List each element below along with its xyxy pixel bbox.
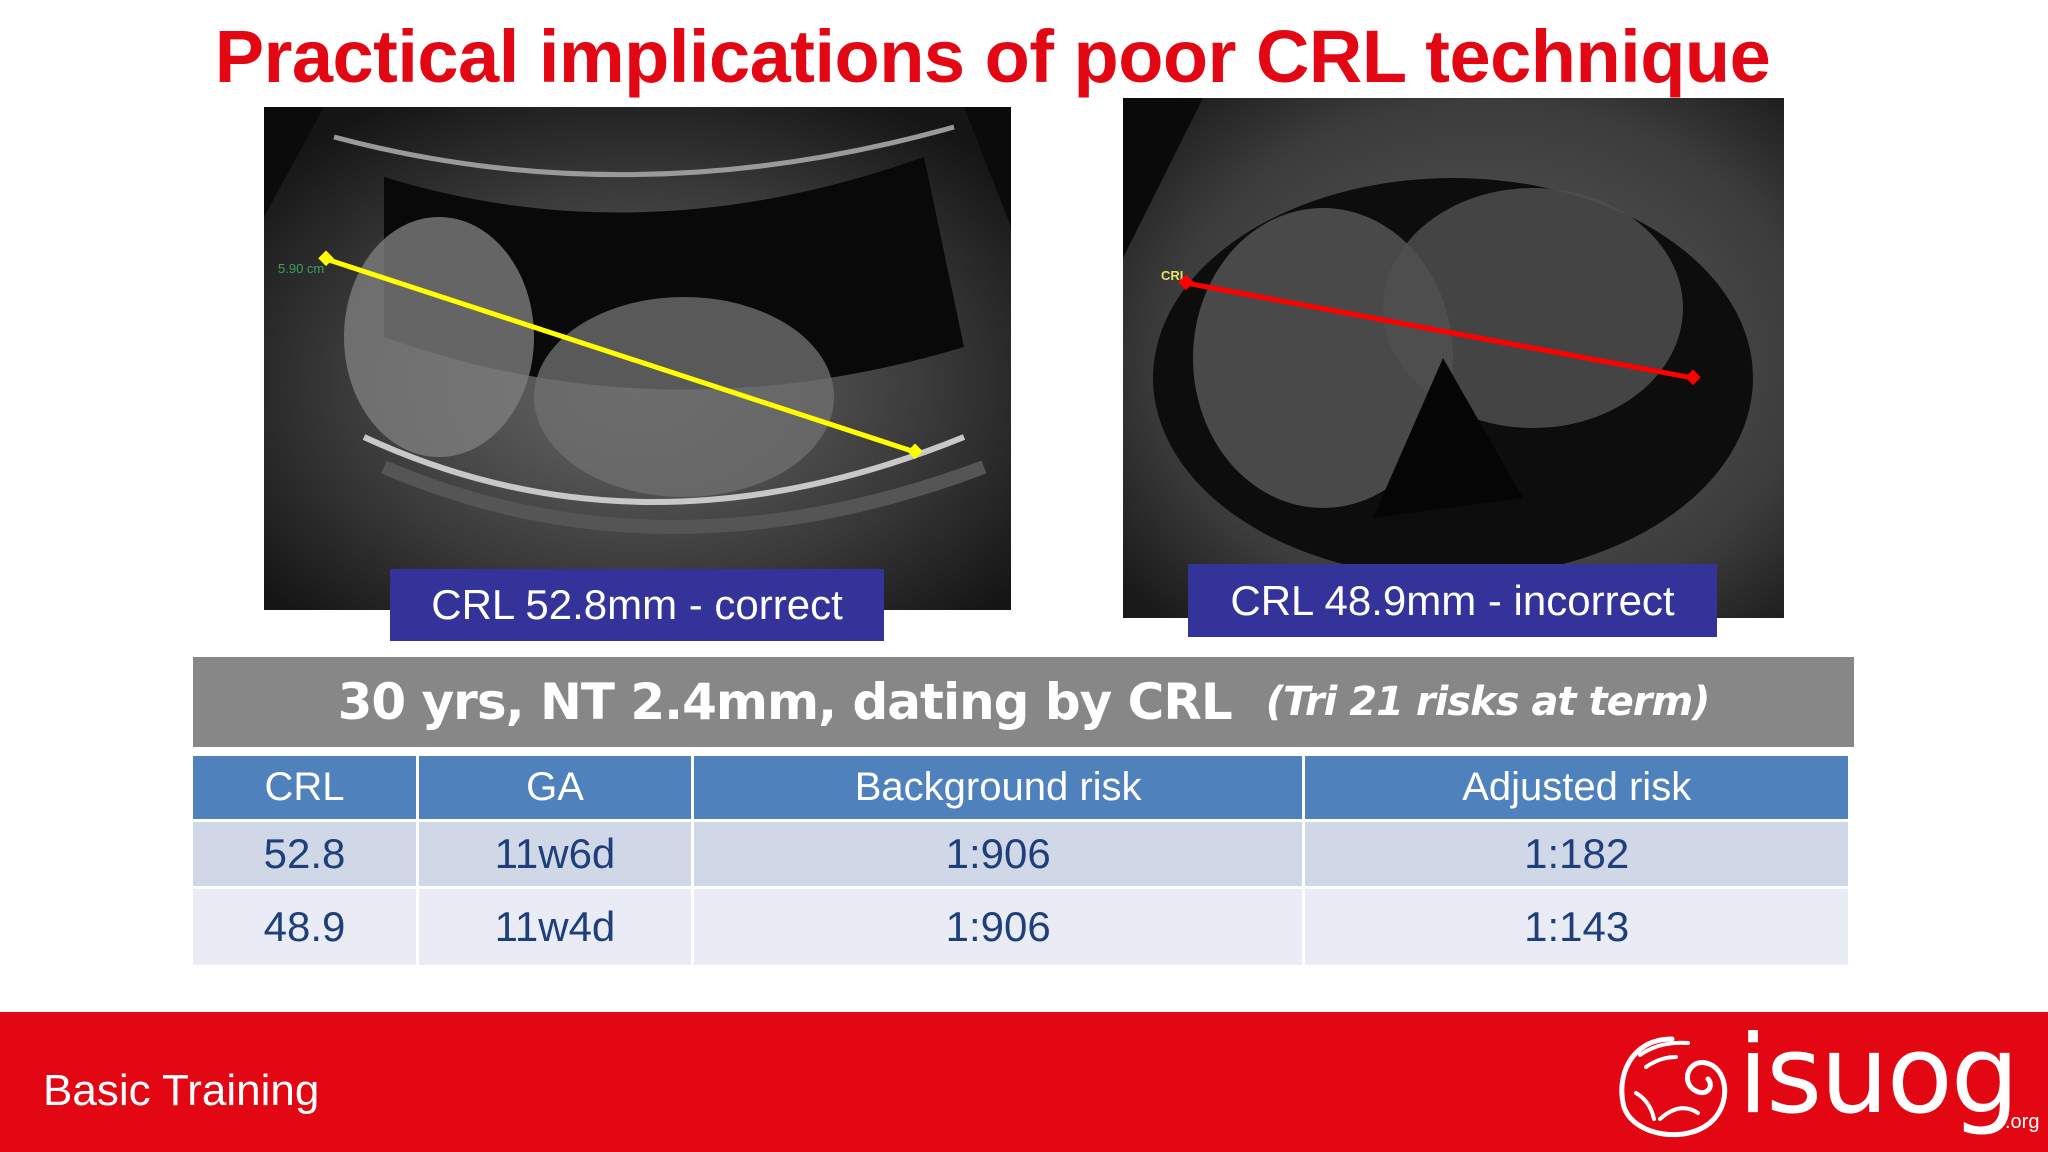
risk-table: CRL GA Background risk Adjusted risk 52.… — [190, 753, 1851, 968]
footer-bar: Basic Training isuog .org — [0, 1012, 2048, 1152]
cell-crl: 52.8 — [193, 822, 417, 886]
cell-ga: 11w6d — [419, 822, 691, 886]
logo-domain-suffix: .org — [2005, 1111, 2040, 1133]
ultrasound-image-incorrect: CRL — [1123, 98, 1784, 618]
table-row: 52.8 11w6d 1:906 1:182 — [193, 822, 1848, 886]
summary-bar: 30 yrs, NT 2.4mm, dating by CRL (Tri 21 … — [193, 657, 1854, 747]
summary-sub-text: (Tri 21 risks at term) — [1265, 679, 1711, 725]
slide-title: Practical implications of poor CRL techn… — [214, 15, 1771, 98]
ultrasound-scan-graphic: 5.90 cm — [264, 107, 1011, 610]
cell-adjusted-risk: 1:182 — [1305, 822, 1848, 886]
header-ga: GA — [419, 756, 691, 819]
fetus-logo-icon — [1619, 1036, 1728, 1138]
header-adjusted-risk: Adjusted risk — [1305, 756, 1848, 819]
cell-background-risk: 1:906 — [693, 822, 1303, 886]
header-crl: CRL — [193, 756, 417, 819]
cell-crl: 48.9 — [193, 889, 417, 965]
summary-main-text: 30 yrs, NT 2.4mm, dating by CRL — [337, 673, 1233, 731]
isuog-logo: isuog .org — [1610, 1013, 2040, 1147]
measurement-overlay-text: 5.90 cm — [278, 261, 324, 276]
table-row: 48.9 11w4d 1:906 1:143 — [193, 889, 1848, 965]
cell-background-risk: 1:906 — [693, 889, 1303, 965]
cell-ga: 11w4d — [419, 889, 691, 965]
ultrasound-scan-graphic: CRL — [1123, 98, 1784, 618]
image-label-incorrect: CRL 48.9mm - incorrect — [1188, 564, 1717, 637]
logo-wordmark: isuog — [1738, 1013, 2019, 1138]
header-background-risk: Background risk — [693, 756, 1303, 819]
measurement-overlay-text: CRL — [1161, 268, 1188, 283]
table-header-row: CRL GA Background risk Adjusted risk — [193, 756, 1848, 819]
ultrasound-image-correct: 5.90 cm — [264, 107, 1011, 610]
cell-adjusted-risk: 1:143 — [1305, 889, 1848, 965]
image-label-correct: CRL 52.8mm - correct — [390, 569, 884, 641]
footer-course-label: Basic Training — [43, 1066, 320, 1115]
